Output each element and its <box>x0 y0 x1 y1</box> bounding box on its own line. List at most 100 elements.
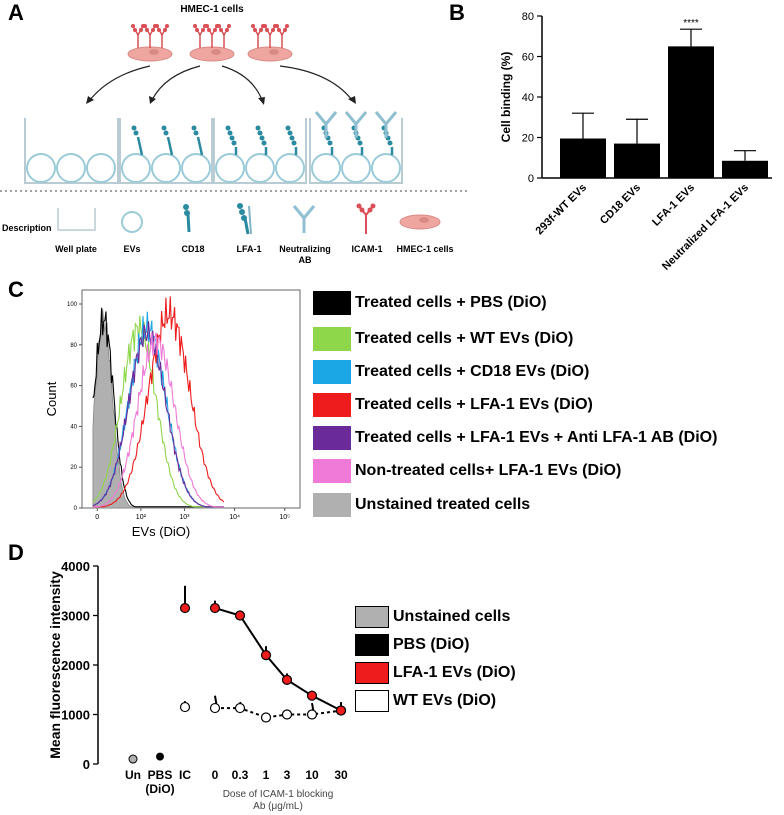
point-wt <box>209 702 221 714</box>
panel-letter-a: A <box>8 0 24 25</box>
y-axis-label: Count <box>44 381 59 416</box>
legend-icons <box>57 203 441 235</box>
x-tick-label: 293f-WT EVs <box>534 182 590 238</box>
legend-text-nontreated: Non-treated cells+ LFA-1 EVs (DiO) <box>355 462 622 479</box>
legend-labels: Well plate EVs CD18 LFA-1 Neutralizing A… <box>55 244 453 265</box>
legend-swatch-purple <box>313 426 351 450</box>
legend-text-anti: Treated cells + LFA-1 EVs + Anti LFA-1 A… <box>355 429 718 446</box>
legend-item-pbs: Treated cells + PBS (DiO) <box>313 290 547 316</box>
bar <box>614 143 660 178</box>
integrin-bead <box>225 125 231 131</box>
legend-item-lfa1: Treated cells + LFA-1 EVs (DiO) <box>313 392 593 418</box>
x-tick-label: 10 <box>305 768 319 782</box>
ev-icon <box>121 211 143 233</box>
ev-circle <box>181 153 211 183</box>
point-lfa1 <box>234 610 246 621</box>
well-plate-icon <box>57 208 96 231</box>
bar <box>722 160 768 178</box>
distribution-arrows <box>89 65 353 101</box>
y-tick-label: 4000 <box>61 559 90 574</box>
integrin-bead <box>227 130 233 136</box>
icam-bead <box>253 28 257 32</box>
panel-a-title: HMEC-1 cells <box>180 4 244 15</box>
y-tick-label: 40 <box>522 92 534 104</box>
x-tick-label: 10⁵ <box>279 514 290 521</box>
icam-bead <box>263 24 267 28</box>
integrin-bead <box>255 125 261 131</box>
series-line <box>92 332 224 508</box>
y-axis-label: Mean fluorescence intensity <box>47 571 63 759</box>
hmec-cell-icon <box>399 214 441 230</box>
point-wt <box>234 702 246 714</box>
icam-bead <box>213 28 217 32</box>
icam-bead <box>143 24 147 28</box>
y-tick-label: 3000 <box>61 609 90 624</box>
series-line <box>92 321 224 508</box>
point-lfa1 <box>335 705 347 716</box>
icam-bead <box>251 24 255 28</box>
lfa1-icon <box>237 203 252 235</box>
x-tick-sublabel: (DiO) <box>145 782 174 796</box>
integrin-stem <box>196 136 204 156</box>
integrin-bead <box>261 140 267 146</box>
ev-circle <box>311 153 341 183</box>
legend-item-wt: Treated cells + WT EVs (DiO) <box>313 326 573 352</box>
x-axis-label: Dose of ICAM-1 blocking <box>223 789 334 800</box>
integrin-stem <box>136 136 144 156</box>
ev-circle <box>56 153 86 183</box>
integrin-bead <box>231 140 237 146</box>
panel-letter-c: C <box>8 277 24 302</box>
icam-bead <box>265 28 269 32</box>
integrin-bead <box>357 140 363 146</box>
integrin-bead <box>289 135 295 141</box>
ev-circle <box>86 153 116 183</box>
icam-bead <box>133 28 137 32</box>
y-axis-label: Cell binding (%) <box>499 52 513 143</box>
integrin-bead <box>163 130 169 136</box>
mfi-legend-unstained: Unstained cells <box>355 606 510 628</box>
series-line <box>92 296 225 508</box>
x-tick-label: 10³ <box>179 514 190 521</box>
integrin-stem <box>166 136 174 156</box>
legend-item-nontreated: Non-treated cells+ LFA-1 EVs (DiO) <box>313 458 621 484</box>
x-axis-label: EVs (DiO) <box>132 524 191 539</box>
cd18-icon <box>183 204 191 233</box>
y-tick-label: 20 <box>522 133 534 145</box>
icam-bead <box>205 24 209 28</box>
antibody <box>314 111 338 127</box>
icam-bead <box>217 24 221 28</box>
legend-item-anti: Treated cells + LFA-1 EVs + Anti LFA-1 A… <box>313 425 717 451</box>
mfi-swatch-black <box>355 634 389 656</box>
integrin-bead <box>327 140 333 146</box>
bar-chart-cell-binding: 0 20 40 60 80 Cell binding (%) 293f-WT EVs CD18… <box>499 11 772 273</box>
icam-bead <box>285 24 289 28</box>
y-tick-label: 0 <box>83 757 90 772</box>
mfi-swatch-red <box>355 662 389 684</box>
x-tick-label: IC <box>179 768 191 782</box>
x-tick-label: 0.3 <box>232 768 249 782</box>
hmec-cells-top <box>127 46 293 62</box>
series-line-wt <box>215 707 342 719</box>
y-tick-label: 100 <box>67 302 78 308</box>
icam-bead <box>277 28 281 32</box>
mfi-swatch-white <box>355 690 389 712</box>
y-tick-label: 80 <box>70 343 77 349</box>
bar <box>668 46 714 178</box>
x-tick-label: Un <box>125 768 141 782</box>
ev-circle <box>151 153 181 183</box>
icam-bead <box>195 28 199 32</box>
mfi-legend-text-unstained: Unstained cells <box>393 608 511 625</box>
legend-text-pbs: Treated cells + PBS (DiO) <box>355 294 547 311</box>
legend-swatch-black <box>313 291 351 315</box>
ev-circle <box>121 153 151 183</box>
panel-letter-d: D <box>8 540 24 565</box>
well-plates <box>24 111 403 184</box>
y-tick-label: 2000 <box>61 658 90 673</box>
x-tick-label: 3 <box>284 768 291 782</box>
icam-bead <box>157 28 161 32</box>
icam-bead <box>145 28 149 32</box>
legend-swatch-grey <box>313 493 351 517</box>
integrin-bead <box>133 130 139 136</box>
panel-letter-b: B <box>449 0 465 25</box>
